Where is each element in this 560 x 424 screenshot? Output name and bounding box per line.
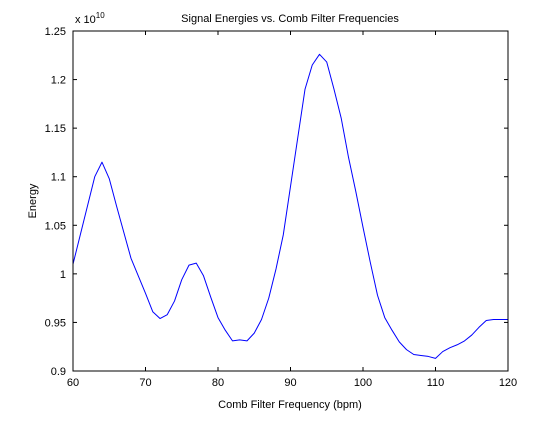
x-tick-label: 90 [284,377,296,389]
y-tick-label: 1.15 [45,123,66,135]
y-tick-label: 1 [60,269,66,281]
y-tick-label: 1.25 [45,26,66,38]
chart-title: Signal Energies vs. Comb Filter Frequenc… [181,13,399,25]
y-tick-label: 0.95 [45,317,66,329]
x-tick-label: 110 [427,377,445,389]
x-tick-label: 60 [67,377,79,389]
y-axis-multiplier: x 1010 [75,11,105,26]
x-tick-label: 100 [354,377,372,389]
y-axis-multiplier-base: x 10 [75,14,96,26]
plot-frame [72,30,509,372]
y-tick-label: 0.9 [51,366,66,378]
plot-area [73,31,508,371]
y-axis-multiplier-exponent: 10 [96,11,105,20]
y-tick-label: 1.1 [51,172,66,184]
x-tick-label: 70 [139,377,151,389]
series-line [72,53,508,359]
x-axis-label: Comb Filter Frequency (bpm) [218,399,362,411]
y-axis-label: Energy [27,183,39,218]
axis-tick-labels: 60 70 80 90 100 110 120 0.9 0.95 1 1.05 1.1 1.15 1.2 1… [45,26,518,389]
x-tick-label: 120 [499,377,517,389]
y-tick-label: 1.05 [45,220,66,232]
x-tick-label: 80 [212,377,224,389]
y-tick-label: 1.2 [51,75,66,87]
